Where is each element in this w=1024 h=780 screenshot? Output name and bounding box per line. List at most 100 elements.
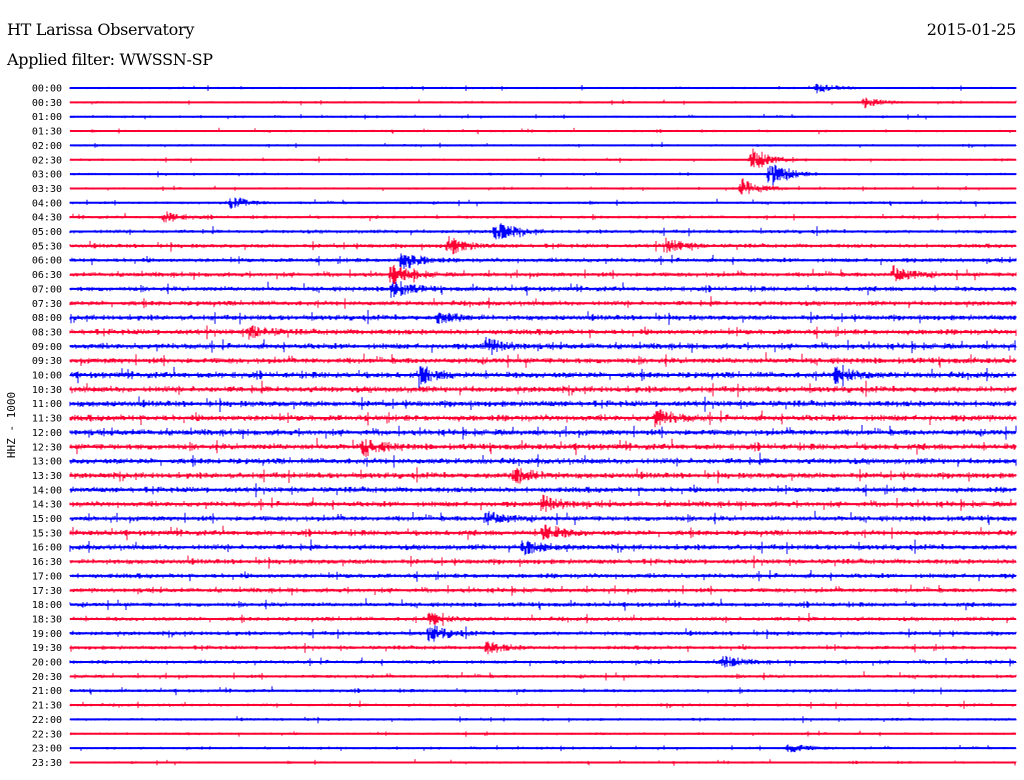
trace-row-1700 xyxy=(69,570,1017,582)
trace-row-0600 xyxy=(69,253,1017,269)
row-time-label: 14:30 xyxy=(32,500,62,511)
row-time-label: 12:00 xyxy=(32,428,62,439)
trace-row-2200 xyxy=(69,716,1017,724)
row-time-label: 17:00 xyxy=(32,571,62,582)
row-time-label: 15:00 xyxy=(32,514,62,525)
row-time-label: 13:30 xyxy=(32,471,62,482)
trace-row-0200 xyxy=(69,142,1017,148)
row-time-label: 20:00 xyxy=(32,658,62,669)
row-time-label: 23:00 xyxy=(32,744,62,755)
trace-row-0500 xyxy=(69,223,1017,240)
row-time-label: 05:00 xyxy=(32,227,62,238)
trace-row-0830 xyxy=(69,325,1017,340)
row-time-label: 06:30 xyxy=(32,270,62,281)
trace-row-1000 xyxy=(69,364,1017,389)
trace-row-2000 xyxy=(69,655,1017,668)
trace-row-1800 xyxy=(69,598,1017,611)
trace-row-0300 xyxy=(69,164,1017,187)
trace-row-2130 xyxy=(69,700,1017,709)
row-time-label: 18:00 xyxy=(32,600,62,611)
trace-row-1330 xyxy=(69,467,1017,484)
row-time-label: 11:00 xyxy=(32,399,62,410)
row-time-label: 01:30 xyxy=(32,127,62,138)
row-time-label: 21:00 xyxy=(32,686,62,697)
trace-row-2100 xyxy=(69,686,1017,696)
row-time-label: 01:00 xyxy=(32,112,62,123)
row-time-label: 05:30 xyxy=(32,241,62,252)
row-time-label: 06:00 xyxy=(32,256,62,267)
trace-row-1430 xyxy=(69,494,1017,512)
trace-row-0230 xyxy=(69,148,1017,168)
row-time-label: 22:30 xyxy=(32,729,62,740)
trace-row-1900 xyxy=(69,625,1017,642)
trace-row-0000 xyxy=(69,83,1017,94)
row-time-label: 19:00 xyxy=(32,629,62,640)
row-time-label: 00:00 xyxy=(32,84,62,95)
trace-row-1200 xyxy=(69,425,1017,440)
row-time-label: 04:00 xyxy=(32,198,62,209)
row-time-label: 08:00 xyxy=(32,313,62,324)
trace-row-0030 xyxy=(69,97,1017,109)
row-time-label: 07:00 xyxy=(32,284,62,295)
row-time-label: 22:00 xyxy=(32,715,62,726)
trace-row-1530 xyxy=(69,524,1017,541)
trace-row-1930 xyxy=(69,641,1017,655)
trace-row-0700 xyxy=(69,281,1017,298)
record-date: 2015-01-25 xyxy=(926,20,1017,39)
trace-row-0130 xyxy=(69,127,1017,135)
trace-row-0530 xyxy=(69,236,1017,255)
row-time-label: 17:30 xyxy=(32,586,62,597)
trace-group xyxy=(69,83,1017,766)
row-time-label: 04:30 xyxy=(32,213,62,224)
row-time-label: 15:30 xyxy=(32,528,62,539)
trace-row-0800 xyxy=(69,310,1017,325)
row-time-label: 02:30 xyxy=(32,155,62,166)
row-time-label: 14:00 xyxy=(32,485,62,496)
row-time-label: 12:30 xyxy=(32,442,62,453)
row-time-label: 11:30 xyxy=(32,414,62,425)
trace-row-0900 xyxy=(69,337,1017,355)
time-label-group: 00:00 00:30 01:00 01:30 02:00 02:30 03:00 03:30… xyxy=(32,84,62,769)
row-time-label: 18:30 xyxy=(32,614,62,625)
row-time-label: 09:00 xyxy=(32,342,62,353)
row-time-label: 07:30 xyxy=(32,299,62,310)
row-time-label: 13:00 xyxy=(32,457,62,468)
trace-row-1100 xyxy=(69,396,1017,412)
trace-row-2330 xyxy=(69,759,1017,766)
row-time-label: 23:30 xyxy=(32,758,62,769)
row-time-label: 19:30 xyxy=(32,643,62,654)
row-time-label: 00:30 xyxy=(32,98,62,109)
row-time-label: 02:00 xyxy=(32,141,62,152)
trace-row-1630 xyxy=(69,555,1017,569)
trace-row-0730 xyxy=(69,296,1017,309)
trace-row-0930 xyxy=(69,352,1017,368)
trace-row-2030 xyxy=(69,671,1017,681)
channel-label: HHZ - 1000 xyxy=(5,392,18,458)
trace-row-0630 xyxy=(69,265,1017,285)
row-time-label: 10:00 xyxy=(32,371,62,382)
trace-row-1830 xyxy=(69,612,1017,626)
row-time-label: 20:30 xyxy=(32,672,62,683)
trace-row-0330 xyxy=(69,178,1017,195)
filter-label: Applied filter: WWSSN-SP xyxy=(7,50,213,69)
trace-row-2300 xyxy=(69,744,1017,753)
row-time-label: 03:30 xyxy=(32,184,62,195)
trace-row-0100 xyxy=(69,113,1017,120)
row-time-label: 03:00 xyxy=(32,170,62,181)
trace-row-1730 xyxy=(69,584,1017,596)
trace-row-1500 xyxy=(69,510,1017,526)
trace-row-1400 xyxy=(69,483,1017,498)
trace-row-2230 xyxy=(69,730,1017,737)
trace-row-1600 xyxy=(69,539,1017,556)
trace-row-1030 xyxy=(69,380,1017,398)
trace-row-1300 xyxy=(69,452,1017,468)
trace-row-0430 xyxy=(69,211,1017,223)
row-time-label: 21:30 xyxy=(32,701,62,712)
row-time-label: 09:30 xyxy=(32,356,62,367)
trace-row-0400 xyxy=(69,197,1017,209)
row-time-label: 16:00 xyxy=(32,543,62,554)
station-title: HT Larissa Observatory xyxy=(7,20,195,39)
row-time-label: 16:30 xyxy=(32,557,62,568)
trace-row-1130 xyxy=(69,409,1017,428)
